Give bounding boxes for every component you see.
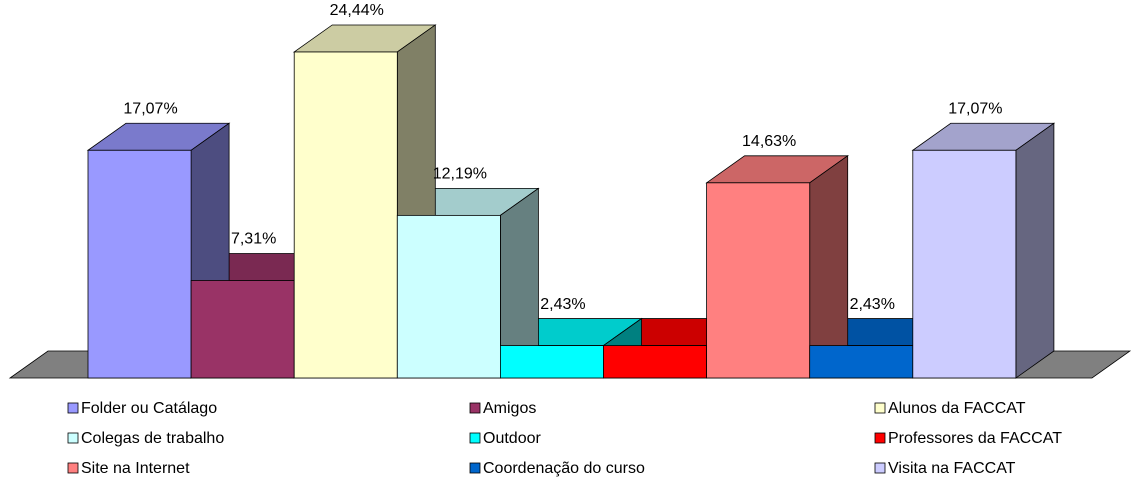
data-label: 24,44% xyxy=(330,2,384,19)
bar xyxy=(87,149,192,379)
legend-label: Outdoor xyxy=(483,430,541,447)
legend-swatch xyxy=(469,402,481,414)
data-label: 14,63% xyxy=(742,133,796,150)
bar xyxy=(396,214,501,379)
legend-label: Coordenação do curso xyxy=(483,460,645,477)
bar xyxy=(809,345,914,379)
legend-label: Visita na FACCAT xyxy=(888,460,1016,477)
legend-swatch xyxy=(67,462,79,474)
legend-label: Alunos da FACCAT xyxy=(888,400,1026,417)
data-label: 2,43% xyxy=(540,296,585,313)
legend-label: Site na Internet xyxy=(81,460,190,477)
bar-side xyxy=(1015,122,1055,379)
bar xyxy=(603,345,707,379)
bar xyxy=(190,280,295,379)
data-label: 2,43% xyxy=(850,296,895,313)
legend-swatch xyxy=(469,432,481,444)
legend-swatch xyxy=(874,402,886,414)
bar xyxy=(293,51,398,379)
bar xyxy=(499,345,604,379)
bar-side xyxy=(809,155,849,379)
data-label: 7,31% xyxy=(231,231,276,248)
legend-label: Professores da FACCAT xyxy=(888,430,1062,447)
legend-label: Colegas de trabalho xyxy=(81,430,224,447)
legend-swatch xyxy=(874,432,886,444)
data-label: 17,07% xyxy=(123,101,177,118)
bar xyxy=(706,182,811,379)
bar xyxy=(912,149,1017,379)
legend-label: Folder ou Catálago xyxy=(81,400,217,417)
legend-swatch xyxy=(469,462,481,474)
legend-swatch xyxy=(67,402,79,414)
data-label: 12,19% xyxy=(433,166,487,183)
legend-swatch xyxy=(874,462,886,474)
legend-swatch xyxy=(67,432,79,444)
data-label: 17,07% xyxy=(948,101,1002,118)
legend-label: Amigos xyxy=(483,400,536,417)
